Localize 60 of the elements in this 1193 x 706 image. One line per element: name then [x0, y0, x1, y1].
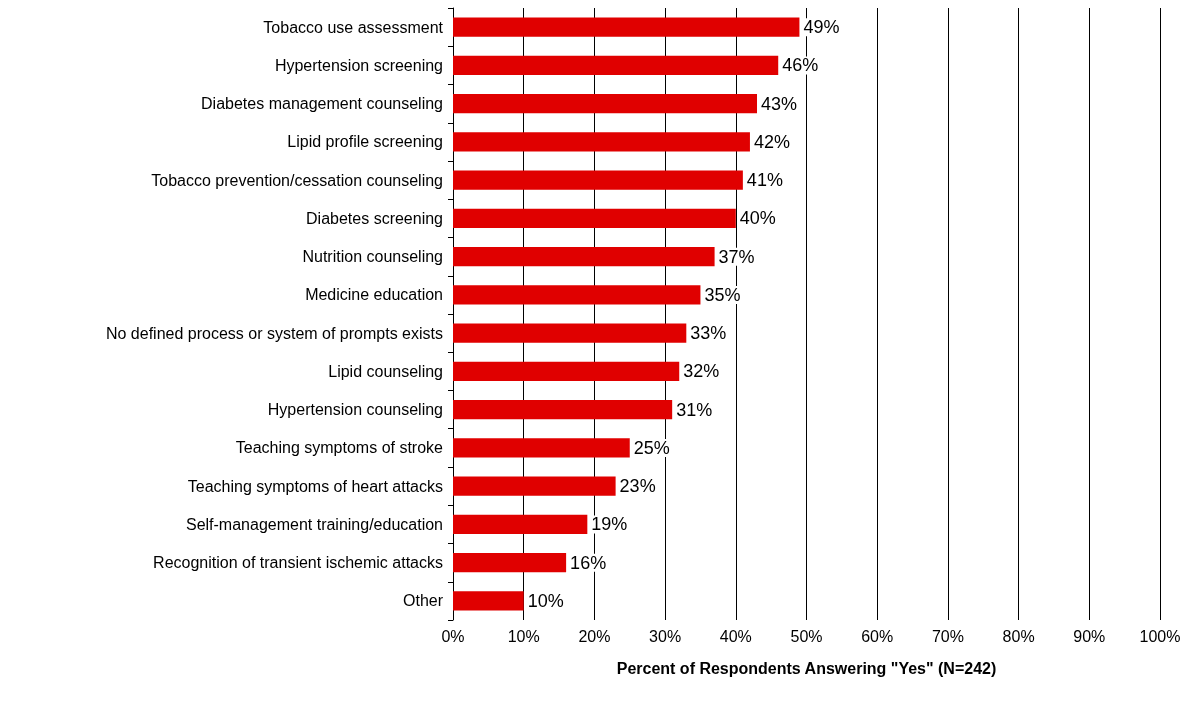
data-label: 25% [633, 437, 670, 458]
x-tick-label: 40% [719, 627, 752, 645]
y-tick-label: Other [402, 592, 444, 610]
data-label: 40% [739, 208, 776, 229]
y-tick-label: Teaching symptoms of heart attacks [187, 477, 443, 495]
y-tick-label: Nutrition counseling [302, 248, 443, 266]
y-tick-label: Recognition of transient ischemic attacks [153, 554, 443, 572]
x-tick-label: 50% [790, 627, 823, 645]
bar [453, 285, 701, 305]
y-tick-label: Tobacco use assessment [263, 18, 444, 36]
bar [453, 514, 588, 534]
data-label: 43% [761, 93, 798, 114]
y-tick-label: Hypertension screening [274, 56, 443, 74]
y-tick-label: Medicine education [305, 286, 443, 304]
data-label: 46% [782, 55, 819, 76]
bar [453, 323, 687, 343]
x-tick-label: 10% [507, 627, 540, 645]
data-label: 31% [676, 399, 713, 420]
bar [453, 553, 567, 573]
bar [453, 17, 800, 37]
bar [453, 94, 758, 114]
data-label: 41% [746, 170, 783, 191]
data-label: 16% [570, 552, 607, 573]
bar [453, 170, 743, 190]
bar [453, 55, 779, 75]
x-tick-label: 20% [578, 627, 611, 645]
data-label: 32% [683, 361, 720, 382]
x-tick-label: 30% [649, 627, 682, 645]
data-label: 10% [527, 590, 564, 611]
data-label: 37% [718, 246, 755, 267]
y-tick-label: Diabetes management counseling [201, 95, 443, 113]
bar [453, 400, 673, 420]
x-tick-label: 60% [861, 627, 894, 645]
y-tick-label: Hypertension counseling [267, 401, 443, 419]
y-tick-label: Tobacco prevention/cessation counseling [151, 171, 443, 189]
x-tick-label: 80% [1002, 627, 1035, 645]
y-tick-label: Lipid profile screening [287, 133, 443, 151]
x-tick-label: 0% [441, 627, 465, 645]
x-tick-label: 100% [1139, 627, 1181, 645]
bar [453, 247, 715, 267]
data-label: 19% [591, 514, 628, 535]
bar [453, 361, 680, 381]
bar [453, 208, 736, 228]
bar [453, 438, 630, 458]
y-tick-label: Diabetes screening [306, 209, 443, 227]
data-label: 35% [704, 284, 741, 305]
bar [453, 591, 524, 611]
y-tick-label: Lipid counseling [328, 362, 443, 380]
x-axis-title: Percent of Respondents Answering "Yes" (N=242) [616, 659, 997, 677]
x-tick-label: 70% [931, 627, 964, 645]
x-tick-label: 90% [1073, 627, 1106, 645]
data-label: 23% [619, 476, 656, 497]
y-tick-label: Teaching symptoms of stroke [235, 439, 444, 457]
bar [453, 132, 750, 152]
y-tick-label: Self-management training/education [185, 515, 443, 533]
y-tick-label: No defined process or system of prompts exists [105, 324, 443, 342]
data-label: 49% [803, 17, 840, 38]
data-label: 42% [753, 131, 790, 152]
data-label: 33% [690, 323, 727, 344]
bar [453, 476, 616, 496]
